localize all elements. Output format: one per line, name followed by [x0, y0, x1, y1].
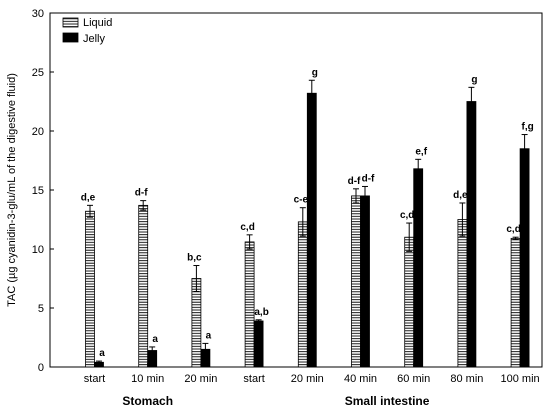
significance-label: d,e	[453, 190, 468, 201]
legend-swatch-liquid	[62, 17, 79, 28]
bar-jelly	[253, 320, 264, 368]
y-tick-label: 0	[38, 362, 44, 374]
y-axis-label: TAC (µg cyanidin-3-glu/mL of the digesti…	[6, 73, 18, 307]
y-tick-label: 5	[38, 303, 44, 315]
significance-label: a	[99, 348, 105, 359]
significance-label: e,f	[415, 146, 427, 157]
significance-label: d,e	[81, 192, 96, 203]
bar-jelly	[360, 195, 370, 368]
bar-liquid	[297, 221, 308, 368]
bar-jelly	[519, 148, 530, 368]
bar-jelly	[413, 168, 424, 368]
significance-label: a	[152, 334, 158, 345]
significance-label: a	[206, 330, 212, 341]
significance-label: c,d	[506, 224, 520, 235]
y-tick-label: 30	[32, 8, 44, 20]
x-tick-label: start	[243, 373, 264, 385]
x-tick-label: 100 min	[501, 373, 540, 385]
significance-label: c,d	[240, 222, 254, 233]
x-tick-label: 10 min	[131, 373, 164, 385]
x-tick-label: start	[84, 373, 105, 385]
significance-label: c-e	[294, 195, 309, 206]
bar-jelly	[306, 92, 317, 368]
y-tick-label: 20	[32, 126, 44, 138]
group-label: Stomach	[122, 394, 173, 408]
x-tick-label: 80 min	[450, 373, 483, 385]
y-tick-label: 10	[32, 244, 44, 256]
significance-label: c,d	[400, 210, 414, 221]
bar-liquid	[138, 204, 149, 368]
legend-label-liquid: Liquid	[83, 17, 112, 29]
bar-liquid	[510, 237, 521, 368]
x-tick-label: 20 min	[291, 373, 324, 385]
x-tick-label: 40 min	[344, 373, 377, 385]
bars-layer: d,e d-f b,c c,d c-e d-f c,d d,e c,d a a a a,b g d-f e,f…	[81, 67, 534, 368]
y-tick-label: 25	[32, 67, 44, 79]
y-tick-label: 15	[32, 185, 44, 197]
bar-liquid	[85, 210, 95, 368]
significance-label: b,c	[187, 253, 202, 264]
bar-liquid	[457, 219, 468, 368]
group-label: Small intestine	[345, 394, 430, 408]
x-tick-label: 60 min	[397, 373, 430, 385]
significance-label: d-f	[362, 173, 375, 184]
y-axis: 0 5 10 15 20 25 30	[32, 8, 54, 374]
significance-label: d-f	[348, 176, 361, 187]
significance-label: f,g	[521, 122, 533, 133]
legend: Liquid Jelly	[62, 17, 112, 45]
bar-liquid	[404, 236, 415, 368]
significance-label: a,b	[254, 307, 268, 318]
bar-jelly	[466, 101, 477, 368]
legend-label-jelly: Jelly	[83, 33, 106, 45]
x-tick-label: 20 min	[184, 373, 217, 385]
bar-liquid	[351, 195, 361, 368]
significance-label: g	[471, 74, 477, 85]
legend-swatch-jelly	[62, 32, 79, 43]
bar-liquid	[244, 241, 255, 368]
x-axis: start 10 min 20 min start 20 min 40 min 60 min…	[84, 363, 540, 385]
group-labels: Stomach Small intestine	[122, 394, 429, 408]
significance-label: d-f	[135, 188, 148, 199]
significance-label: g	[312, 67, 318, 78]
